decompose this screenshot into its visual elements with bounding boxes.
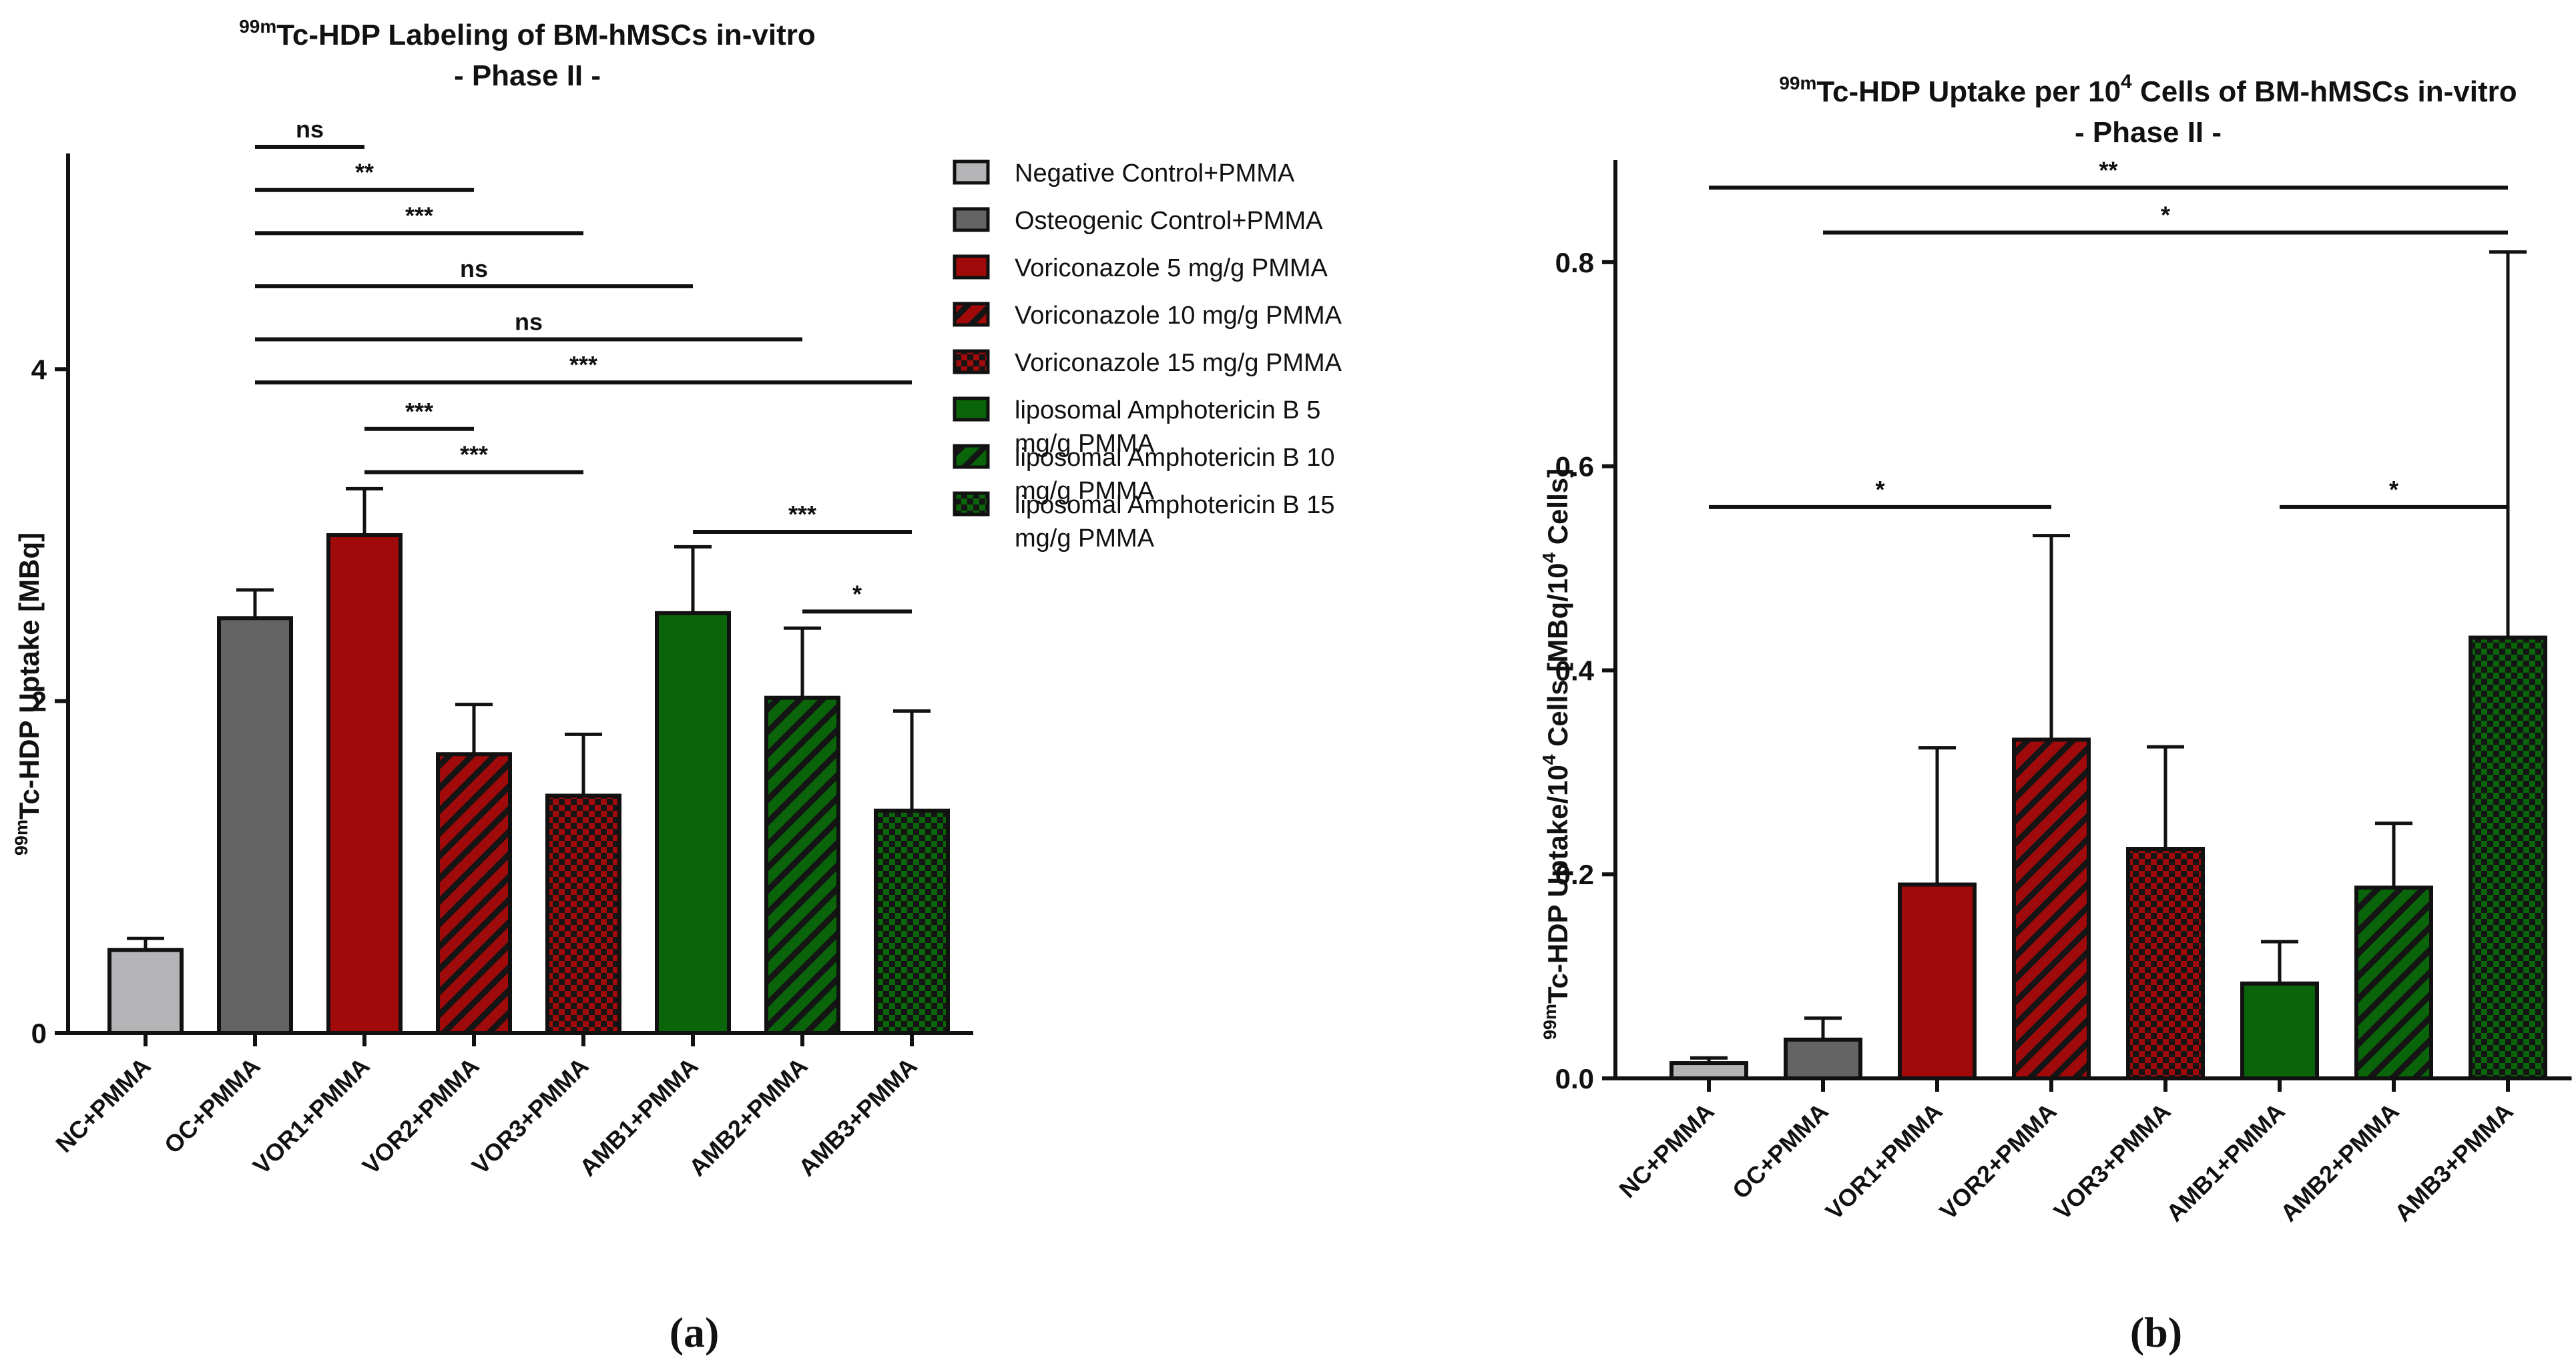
- panel-a-y-axis-label-superscript: 99m: [11, 819, 31, 856]
- legend-label: Voriconazole 5 mg/g PMMA: [1015, 254, 1328, 282]
- legend-swatch-green-check: [953, 491, 990, 517]
- panel-a-title-main: Tc-HDP Labeling of BM-hMSCs in-vitro: [276, 19, 815, 51]
- panel-b-significance-label: *: [2161, 202, 2170, 229]
- panel-b-y-axis-label-post: Cells]: [1542, 468, 1573, 553]
- panel-b-title: 99mTc-HDP Uptake per 104 Cells of BM-hMS…: [1779, 71, 2517, 108]
- panel-a-x-tick-label: NC+PMMA: [50, 1052, 156, 1158]
- panel-b-y-tick-label: 0.8: [1555, 247, 1594, 278]
- panel-b-y-axis-label-mid: Cells [MBq/10: [1542, 563, 1573, 755]
- panel-a-significance-label: ***: [405, 398, 433, 425]
- panel-b-bar-amb2-pmma: [2354, 886, 2433, 1080]
- legend-label: mg/g PMMA: [1015, 430, 1155, 458]
- panel-b-bar-vor3-pmma: [2126, 847, 2205, 1080]
- panel-a-bar-amb2-pmma: [764, 695, 840, 1036]
- panel-a-significance-label: ns: [515, 308, 543, 336]
- legend-swatch-red-check: [953, 349, 990, 374]
- panel-a-significance-label: ***: [405, 202, 433, 229]
- panel-a-y-tick-label: 0: [31, 1018, 47, 1049]
- legend-swatch-red-diagonal: [953, 302, 990, 327]
- panel-b-x-tick-label: VOR2+PMMA: [1935, 1098, 2062, 1225]
- panel-a-significance-label: ns: [296, 115, 324, 143]
- panel-b-significance-label: *: [1875, 476, 1884, 503]
- panel-b-title-superscript: 99m: [1779, 73, 1816, 93]
- panel-a-significance-label: **: [355, 159, 374, 186]
- panel-a-y-axis-label: 99mTc-HDP Uptake [MBq]: [11, 533, 45, 856]
- panel-b-y-tick-label: 0.2: [1555, 859, 1594, 890]
- panel-b-x-tick-label: VOR1+PMMA: [1820, 1098, 1948, 1225]
- panel-b-x-tick-label: OC+PMMA: [1727, 1098, 1834, 1205]
- panel-a-significance-label: ns: [460, 255, 488, 282]
- legend-label: liposomal Amphotericin B 15: [1015, 491, 1334, 519]
- panel-b-label: (b): [2130, 1309, 2182, 1356]
- panel-a-bar-nc-pmma: [107, 948, 184, 1036]
- panel-b-marks: 0.00.20.40.60.8NC+PMMA OC+PMMAVOR1+PMMAVO…: [1555, 156, 2572, 1227]
- panel-a-bar-vor3-pmma: [545, 793, 621, 1035]
- legend-label: liposomal Amphotericin B 10: [1015, 444, 1334, 472]
- panel-b-y-tick-label: 0.4: [1555, 655, 1595, 686]
- panel-b-y-tick-label: 0.0: [1555, 1063, 1594, 1094]
- panel-a-significance-label: ***: [460, 440, 488, 468]
- legend-swatch-green-diagonal: [953, 444, 990, 469]
- panel-a-title-line2: - Phase II -: [454, 59, 601, 92]
- panel-b-title-post: Cells of BM-hMSCs in-vitro: [2132, 75, 2517, 108]
- legend-label: mg/g PMMA: [1015, 525, 1155, 553]
- panel-a-x-tick-label: OC+PMMA: [159, 1052, 266, 1159]
- panel-a-y-axis-label-main: Tc-HDP Uptake [MBq]: [13, 533, 45, 819]
- panel-a-bar-amb3-pmma: [874, 808, 950, 1035]
- panel-b-title-line2: - Phase II -: [2075, 116, 2222, 149]
- panel-a-bar-vor2-pmma: [436, 752, 512, 1035]
- panel-a-y-tick-label: 2: [31, 686, 47, 717]
- panel-a-significance-label: ***: [788, 500, 816, 528]
- legend-label: Voriconazole 15 mg/g PMMA: [1015, 349, 1342, 377]
- panel-b-bar-amb3-pmma: [2469, 635, 2547, 1080]
- panel-a-y-tick-label: 4: [31, 354, 47, 385]
- panel-a-x-tick-label: VOR2+PMMA: [357, 1052, 485, 1180]
- legend-label: Negative Control+PMMA: [1015, 159, 1295, 188]
- panel-b-x-tick-label: NC+PMMA: [1613, 1098, 1719, 1203]
- panel-b-y-axis-label: 99mTc-HDP Uptake/104 Cells [MBq/104 Cell…: [1539, 468, 1573, 1040]
- panel-a-bar-amb1-pmma: [655, 611, 731, 1035]
- panel-b-bar-vor2-pmma: [2012, 737, 2091, 1081]
- legend-label: mg/g PMMA: [1015, 477, 1155, 505]
- panel-b-x-tick-label: AMB2+PMMA: [2275, 1098, 2404, 1227]
- panel-b-bar-vor1-pmma: [1898, 882, 1977, 1080]
- panel-b-y-tick-label: 0.6: [1555, 451, 1594, 482]
- panel-a-title: 99mTc-HDP Labeling of BM-hMSCs in-vitro: [239, 16, 816, 51]
- legend-swatch-green: [953, 396, 990, 422]
- panel-b-x-tick-label: AMB3+PMMA: [2389, 1098, 2519, 1227]
- panel-b-y-axis-label-power: 4: [1539, 754, 1559, 765]
- panel-b-title-power: 4: [2121, 71, 2132, 93]
- panel-a-bar-vor1-pmma: [326, 533, 403, 1035]
- panel-a-label: (a): [670, 1309, 720, 1356]
- legend-label: Voriconazole 10 mg/g PMMA: [1015, 302, 1342, 330]
- panel-b-x-tick-label: AMB1+PMMA: [2161, 1098, 2290, 1227]
- panel-a-legend: Negative Control+PMMA Osteogenic Control+…: [953, 159, 1342, 553]
- panel-a-chart: 99mTc-HDP Labeling of BM-hMSCs in-vitro …: [11, 16, 1342, 1356]
- panel-a-title-superscript: 99m: [239, 16, 276, 37]
- legend-label: Osteogenic Control+PMMA: [1015, 207, 1323, 235]
- panel-b-title-pre: Tc-HDP Uptake per 10: [1816, 75, 2121, 108]
- panel-b-y-axis-label-superscript: 99m: [1540, 1004, 1560, 1040]
- panel-b-significance-label: *: [2389, 476, 2398, 503]
- panel-b-bar-nc-pmma: [1669, 1061, 1748, 1080]
- panel-a-bar-oc-pmma: [217, 616, 293, 1035]
- panel-a-x-tick-label: VOR1+PMMA: [248, 1052, 375, 1180]
- legend-label: liposomal Amphotericin B 5: [1015, 396, 1320, 424]
- legend-swatch-light-gray: [953, 159, 990, 185]
- panel-a-significance-label: *: [852, 580, 862, 607]
- panel-b-x-tick-label: VOR3+PMMA: [2049, 1098, 2176, 1225]
- legend-swatch-red: [953, 254, 990, 280]
- panel-a-significance-label: ***: [569, 351, 597, 378]
- panel-b-chart: 99mTc-HDP Uptake per 104 Cells of BM-hMS…: [1539, 71, 2572, 1356]
- panel-b-significance-label: **: [2099, 156, 2117, 184]
- legend-swatch-dark-gray: [953, 207, 990, 232]
- panel-b-bar-oc-pmma: [1784, 1037, 1862, 1080]
- panel-b-bar-amb1-pmma: [2240, 981, 2319, 1081]
- panel-b-y-axis-label-power-2: 4: [1539, 553, 1559, 563]
- panel-b-y-axis-label-pre: Tc-HDP Uptake/10: [1542, 765, 1573, 1004]
